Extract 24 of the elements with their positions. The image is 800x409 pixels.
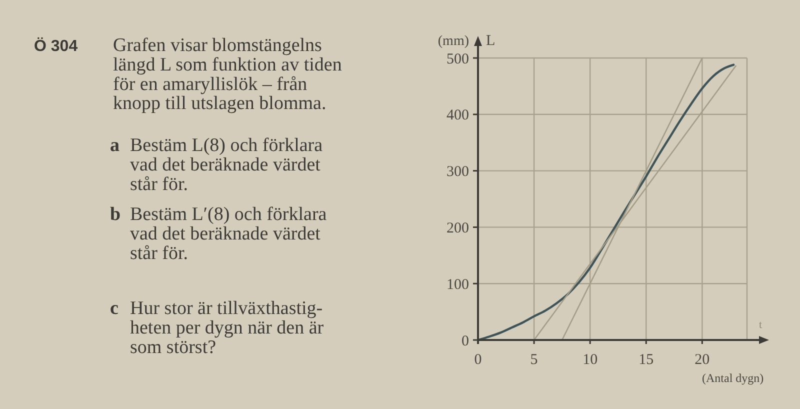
y-axis-title: L (486, 33, 496, 49)
y-tick-label: 400 (446, 108, 469, 124)
y-tick-label: 500 (446, 51, 469, 68)
x-tick-label: 15 (638, 352, 654, 368)
text: t (759, 319, 762, 331)
y-tick-label: 200 (446, 220, 469, 236)
y-tick-label: 0 (462, 333, 469, 350)
text: Hur stor är tillväxthastig- heten per dygn när den är som störst? (130, 298, 324, 358)
text: a (110, 135, 120, 156)
line-series (476, 64, 735, 342)
text: Bestäm L(8) och förklara vad det beräknade värdet står för. (130, 135, 324, 195)
x-tick-label: 10 (582, 352, 598, 368)
text: Bestäm L′(8) och förklara vad det beräknade värdet står för. (130, 204, 328, 264)
y-tick-label: 100 (446, 276, 469, 293)
x-tick-label: 20 (694, 352, 710, 368)
text: Ö 304 (34, 37, 78, 55)
y-tick-label: 300 (446, 164, 469, 180)
x-tick-label: 0 (474, 352, 482, 368)
text: c (110, 298, 118, 319)
text: Grafen visar blomstängelns längd L som funktion av tiden för en amaryllislök – från knopp till utslagen blomma. (113, 35, 342, 114)
x-tick-label: 5 (530, 352, 538, 368)
x-axis-title: (Antal dygn) (702, 371, 764, 385)
text: b (110, 204, 121, 225)
text: (mm) (438, 34, 470, 49)
